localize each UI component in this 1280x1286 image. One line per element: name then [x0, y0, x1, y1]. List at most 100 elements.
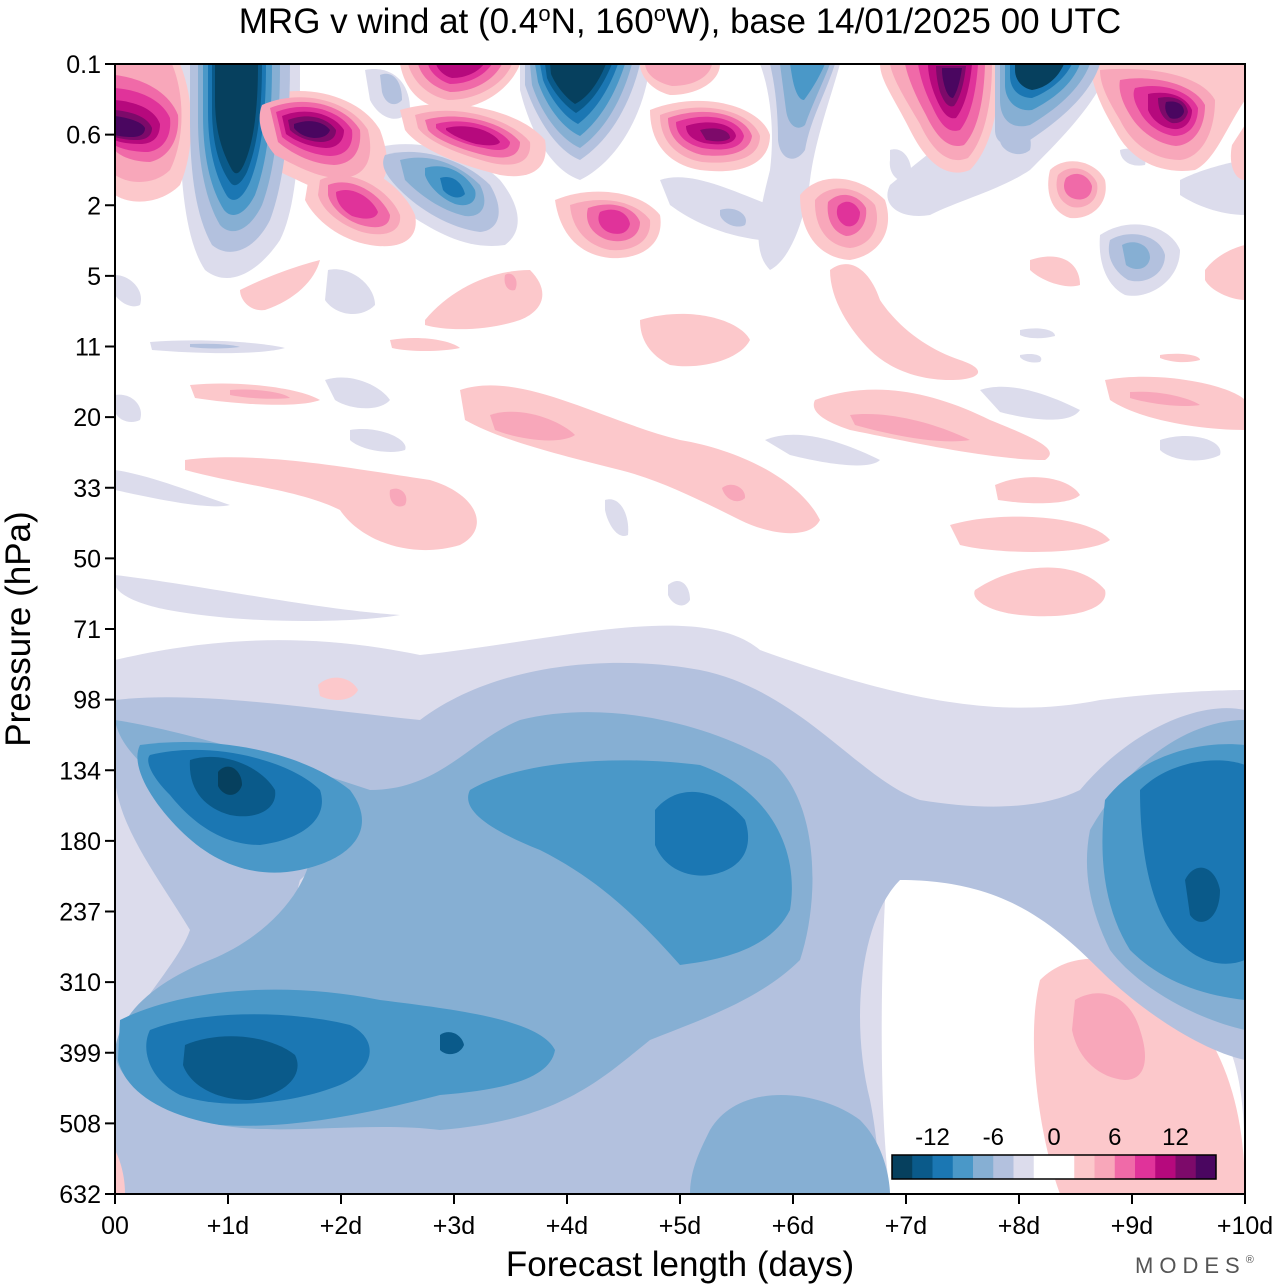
- band-pos-55: [974, 567, 1106, 617]
- y-tick-label: 2: [87, 192, 101, 220]
- colorbar-swatch: [1175, 1155, 1197, 1179]
- y-tick-label: 50: [73, 545, 101, 573]
- title-tail: W), base 14/01/2025 00 UTC: [666, 2, 1121, 41]
- x-tick-label: +2d: [320, 1212, 362, 1240]
- band-pos-20a-2: [850, 414, 970, 442]
- colorbar-swatch: [932, 1155, 954, 1179]
- colorbar-swatch: [952, 1155, 974, 1179]
- band-pos-30b-2: [490, 411, 575, 441]
- x-tick-label: +1d: [207, 1212, 249, 1240]
- strat-neg-outer-g: [660, 177, 781, 240]
- title-deg2: o: [654, 1, 666, 26]
- strat-pos-10-c: [336, 190, 378, 219]
- strat-neg-8-h: [720, 208, 746, 227]
- band-pos-5c: [1205, 245, 1245, 300]
- band-neg-5a: [325, 269, 375, 315]
- y-tick-label: 5: [87, 263, 101, 291]
- strat-pos-8-k: [1064, 173, 1092, 200]
- x-tick-label: +9d: [1111, 1212, 1153, 1240]
- y-tick-label: 237: [59, 899, 101, 927]
- strat-pos-6-x: [115, 1150, 125, 1194]
- colorbar-swatch: [1033, 1155, 1055, 1179]
- colorbar-label: 12: [1162, 1124, 1189, 1151]
- colorbar-swatch: [1195, 1155, 1217, 1179]
- y-tick-label: 98: [73, 687, 101, 715]
- x-tick-label: +6d: [772, 1212, 814, 1240]
- x-tick-label: +3d: [433, 1212, 475, 1240]
- band-pos-30c: [995, 477, 1080, 504]
- strat-neg-8-i: [1000, 126, 1031, 155]
- band-neg-20a: [325, 377, 390, 409]
- trop-neg-level-12-spot: [440, 1032, 464, 1055]
- x-tick-label: +10d: [1217, 1212, 1273, 1240]
- strat-neg-outer-h: [1180, 160, 1245, 215]
- strat-neg-18-a: [215, 64, 258, 174]
- trop-pos-2: [1072, 993, 1145, 1080]
- y-tick-label: 20: [73, 404, 101, 432]
- band-neg-25c: [350, 429, 406, 452]
- y-tick-label: 134: [59, 757, 101, 785]
- strat-neg-8-g: [380, 73, 402, 105]
- brand-text: MODES: [1135, 1253, 1246, 1278]
- title-mid: N, 160: [551, 2, 654, 41]
- colorbar-frame: [891, 1154, 1217, 1180]
- strat-pos-14-f: [700, 128, 730, 142]
- strat-neg-10-f: [1122, 242, 1150, 270]
- band-pos-45: [950, 516, 1110, 552]
- strat-pos-12-d: [446, 126, 500, 146]
- band-pos-30a-2: [389, 488, 407, 507]
- y-tick-label: 0.1: [66, 51, 101, 79]
- trop-neg-level-12-east: [1185, 867, 1220, 922]
- band-pos-20a: [813, 389, 1050, 460]
- y-axis-title: Pressure (hPa): [0, 511, 38, 746]
- strat-pos-16-j: [1165, 101, 1184, 119]
- y-tick-label: 399: [59, 1040, 101, 1068]
- title-lead: MRG v wind at (0.4: [239, 2, 539, 41]
- colorbar-swatch: [892, 1155, 913, 1179]
- y-axis: 0.1 0.6 2 5 11 20 33 50 71 98 134 180 237 310 399 508 63…: [59, 51, 115, 1209]
- x-axis: 00 +1d +2d +3d +4d +5d +6d +7d +8d +9d +10d: [101, 1194, 1273, 1240]
- x-tick-label: 00: [101, 1212, 129, 1240]
- band-pos-20c-2: [230, 389, 290, 399]
- x-tick-label: +8d: [998, 1212, 1040, 1240]
- strat-pos-16-i: [942, 68, 962, 98]
- band-neg-25: [765, 434, 880, 466]
- strat-neg-18-c: [1015, 64, 1064, 90]
- strat-pos-10-g: [598, 209, 630, 234]
- strat-pos-outer-m: [1230, 125, 1245, 180]
- trop-neg-level-6-south: [690, 1095, 890, 1194]
- y-tick-label: 33: [73, 475, 101, 503]
- band-pos-11b-2: [504, 273, 517, 291]
- x-tick-label: +4d: [546, 1212, 588, 1240]
- y-tick-label: 0.6: [66, 122, 101, 150]
- brand-mark: ®: [1246, 1254, 1260, 1266]
- y-tick-label: 310: [59, 969, 101, 997]
- band-neg-11a-2: [190, 343, 240, 349]
- y-tick-label: 632: [59, 1181, 101, 1209]
- title-deg1: o: [538, 1, 550, 26]
- contour-field: [115, 64, 1245, 1194]
- colorbar-swatch: [1094, 1155, 1116, 1179]
- trop-neg-level-14-upper: [218, 766, 242, 795]
- colorbar-label: 0: [1047, 1124, 1060, 1151]
- band-pos-11a: [640, 313, 750, 367]
- band-neg-20b: [980, 386, 1080, 420]
- band-pos-8a: [240, 260, 320, 311]
- strat-pos-10-h: [836, 201, 860, 227]
- y-tick-label: 180: [59, 828, 101, 856]
- strat-pos-6-l: [645, 64, 712, 86]
- colorbar-swatch: [912, 1155, 933, 1179]
- strat-neg-18-b: [550, 64, 606, 104]
- colorbar-swatch: [1135, 1155, 1156, 1179]
- colorbar-swatch: [1114, 1155, 1136, 1179]
- trop-neg-level-10-east: [1140, 760, 1245, 964]
- band-pos-5a: [830, 264, 979, 380]
- band-neg-11c: [1020, 353, 1042, 363]
- band-pos-5b: [1030, 256, 1080, 287]
- trop-neg-level-12-lower: [183, 1036, 298, 1100]
- strat-pos-16-b: [294, 121, 330, 138]
- x-tick-label: +7d: [885, 1212, 927, 1240]
- strat-neg-12-e: [790, 64, 825, 100]
- band-pos-11d: [1160, 353, 1200, 363]
- band-pos-30b-3: [722, 484, 746, 502]
